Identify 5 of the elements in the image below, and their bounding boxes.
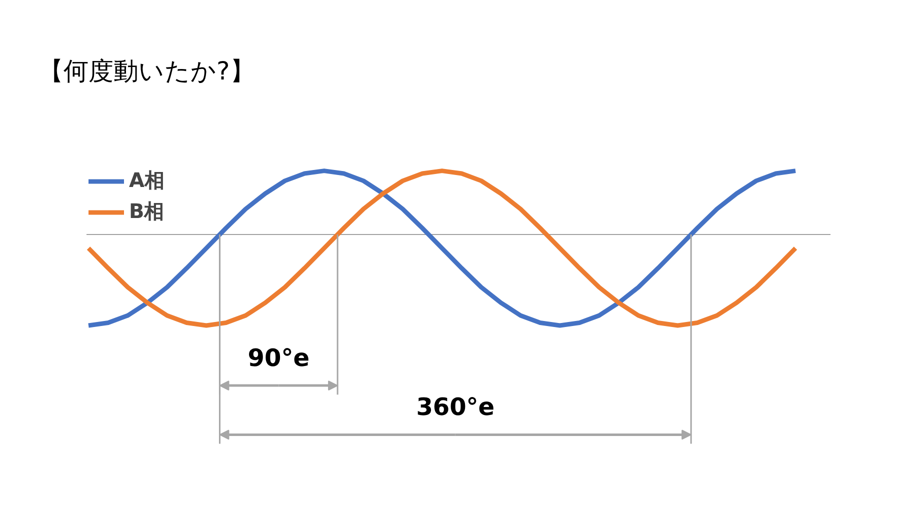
- legend-label: A相: [129, 167, 164, 194]
- chart-title: 【何度動いたか?】: [38, 56, 255, 86]
- legend-label: B相: [129, 198, 164, 225]
- text: 90°e: [248, 344, 310, 372]
- text: 360°e: [416, 393, 495, 422]
